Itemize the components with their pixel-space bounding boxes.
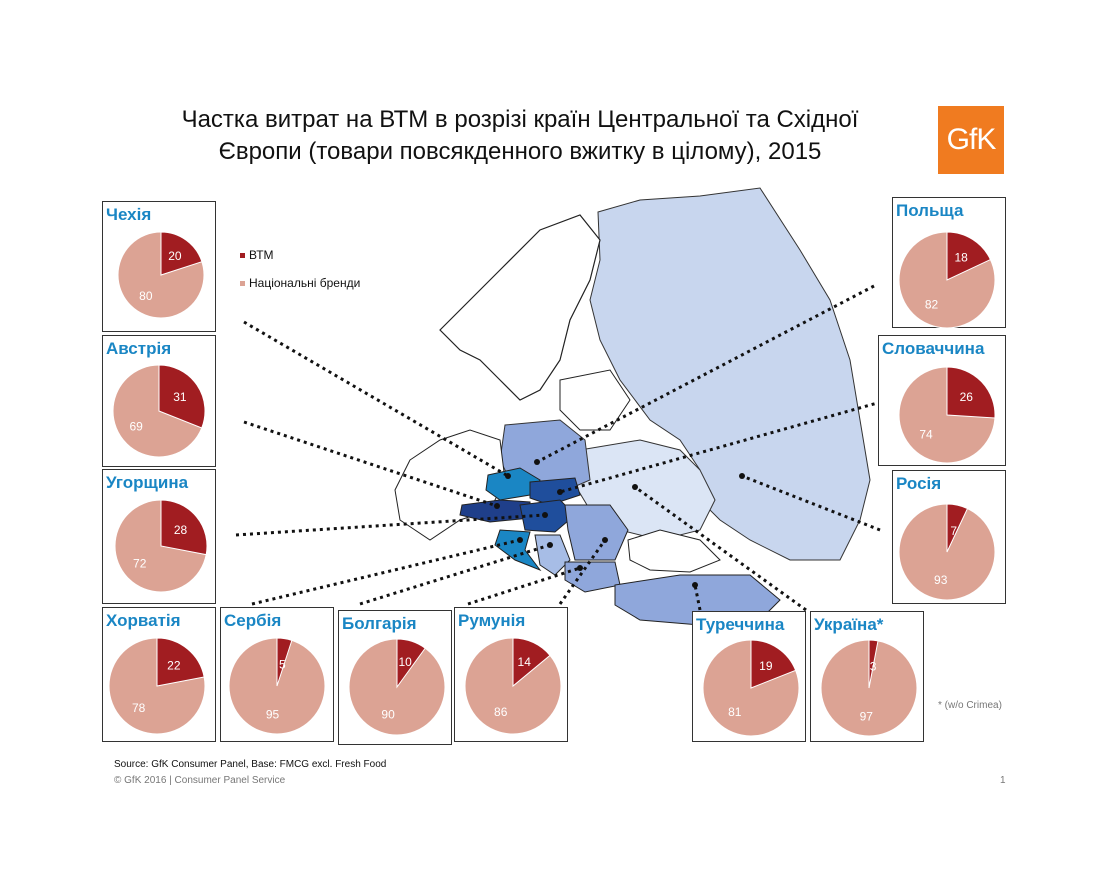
pie-chart: 10 90 [348,638,446,736]
pie-slice-private-label [750,639,797,689]
data-label-national-brands: 90 [381,707,395,721]
map-russia [589,187,871,561]
country-name: Болгарія [342,614,417,633]
data-label-private-label: 3 [870,659,877,673]
pie-slice-private-label [396,638,426,689]
map-scandinavia [439,214,601,401]
map-baltics [559,369,631,431]
pie-chart: 31 69 [112,364,206,458]
pie-slice-private-label [158,364,206,429]
map-dots [494,459,745,588]
data-label-private-label: 26 [960,390,974,404]
pie-chart: 26 74 [898,366,996,464]
data-label-national-brands: 97 [860,710,874,724]
pie-slice-private-label [160,231,203,276]
gfk-logo: GfK [938,106,1004,174]
country-panel: Туреччина 19 81 [692,611,806,742]
source-note: Source: GfK Consumer Panel, Base: FMCG e… [114,759,387,770]
pie-slice-private-label [156,637,205,687]
data-label-national-brands: 74 [919,428,933,442]
data-label-national-brands: 72 [133,557,147,571]
legend-item-private-label: ВТМ [240,248,360,276]
data-label-national-brands: 93 [934,573,948,587]
country-name: Угорщина [106,473,189,492]
country-panel: Сербія 5 95 [220,607,334,742]
pie-chart: 28 72 [114,499,208,593]
pie-chart: 22 78 [108,637,206,735]
data-label-national-brands: 81 [728,705,742,719]
data-label-private-label: 10 [398,655,412,669]
data-label-private-label: 20 [168,249,182,263]
pie-slice-private-label [160,499,208,556]
map-black-sea [627,529,721,573]
country-panel: Словаччина 26 74 [878,335,1006,466]
pie-slice-private-label [946,503,969,553]
country-name: Туреччина [696,615,785,634]
page-number: 1 [1000,775,1006,786]
country-name: Румунія [458,611,526,630]
data-label-private-label: 31 [173,390,187,404]
data-label-private-label: 19 [759,659,773,673]
pie-slice-private-label [868,639,879,689]
map-slovakia [529,477,581,506]
pie-slice-private-label [946,366,996,419]
country-panel: Росія 7 93 [892,470,1006,604]
data-label-private-label: 28 [174,523,188,537]
data-label-national-brands: 86 [494,705,508,719]
title-line-1: Частка витрат на ВТМ в розрізі країн Цен… [181,106,859,133]
data-label-national-brands: 80 [139,289,153,303]
data-label-private-label: 14 [518,655,532,669]
country-panel: Україна* 3 97 [810,611,924,742]
pie-chart: 5 95 [228,637,326,735]
country-name: Словаччина [882,339,985,358]
pie-slice-private-label [946,231,992,281]
data-label-private-label: 5 [279,658,286,672]
data-label-national-brands: 95 [266,707,280,721]
country-panel: Австрія 31 69 [102,335,216,467]
legend-item-national-brands: Національні бренди [240,276,360,304]
legend-label-national-brands: Національні бренди [249,276,361,290]
copyright: © GfK 2016 | Consumer Panel Service [114,775,286,786]
data-label-private-label: 22 [167,659,181,673]
country-panel: Румунія 14 86 [454,607,568,742]
footnote: * (w/o Crimea) [938,700,1002,711]
map-romania [564,504,629,561]
legend-label-private-label: ВТМ [249,248,274,262]
country-name: Польща [896,201,964,220]
country-panel: Хорватія 22 78 [102,607,216,742]
country-name: Чехія [106,205,152,224]
title-line-2: Європи (товари повсякденного вжитку в ці… [218,138,822,165]
connector-lines [235,284,889,612]
country-name: Австрія [106,339,172,358]
chart-title: Частка витрат на ВТМ в розрізі країн Цен… [110,104,930,168]
legend-swatch-national-brands [240,281,245,286]
country-name: Хорватія [106,611,181,630]
country-name: Сербія [224,611,282,630]
data-label-national-brands: 78 [132,701,146,715]
country-panel: Польща 18 82 [892,197,1006,329]
map-croatia [494,529,542,572]
map-serbia [534,534,571,576]
country-name: Росія [896,474,942,493]
data-label-national-brands: 82 [925,297,939,311]
pie-slice-private-label [276,637,293,687]
country-panel: Чехія 20 80 [102,201,216,332]
data-label-national-brands: 69 [129,420,143,434]
pie-chart: 3 97 [820,639,918,737]
pie-chart: 14 86 [464,637,562,735]
legend: ВТМ Національні бренди [240,248,360,304]
country-name: Україна* [814,615,884,634]
country-panel: Болгарія 10 90 [338,610,452,745]
data-label-private-label: 7 [950,524,957,538]
data-label-private-label: 18 [954,251,968,265]
country-panel: Угорщина 28 72 [102,469,216,604]
pie-chart: 7 93 [898,503,996,601]
legend-swatch-private-label [240,253,245,258]
pie-slice-private-label [512,637,551,688]
